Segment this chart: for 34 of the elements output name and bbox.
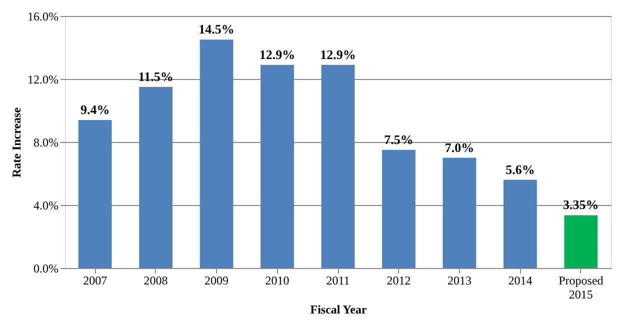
bar	[321, 64, 355, 268]
bar	[139, 86, 172, 268]
y-tick-label: 4.0%	[34, 198, 58, 212]
x-axis-title: Fiscal Year	[310, 302, 368, 316]
x-tick-label: 2011	[326, 274, 350, 288]
bar	[382, 150, 416, 268]
x-tick-label: 2012	[386, 274, 411, 288]
data-label: 9.4%	[80, 102, 110, 117]
data-label: 3.35%	[563, 197, 599, 212]
x-tick-label: 2009	[204, 274, 229, 288]
data-label: 7.0%	[444, 140, 474, 155]
y-tick-label: 8.0%	[34, 136, 58, 150]
bar	[260, 64, 294, 268]
bar	[504, 180, 537, 268]
bar	[564, 215, 598, 268]
bar	[78, 120, 112, 268]
data-label: 12.9%	[320, 46, 356, 62]
y-tick-label: 0.0%	[34, 262, 58, 276]
y-axis-title: Rate Increase	[10, 106, 24, 178]
y-tick-label: 16.0%	[28, 10, 58, 24]
data-label: 14.5%	[198, 22, 234, 37]
data-label: 7.5%	[384, 132, 414, 147]
data-label: 12.9%	[259, 46, 296, 62]
x-tick-label: 2007	[83, 274, 108, 288]
y-tick-label: 12.0%	[28, 72, 58, 86]
x-tick-label: Proposed 2015	[558, 274, 604, 302]
data-label: 5.6%	[506, 162, 535, 177]
x-tick-label: 2010	[265, 274, 290, 288]
bar	[200, 40, 234, 268]
x-tick-label: 2014	[508, 274, 532, 288]
data-label: 11.5%	[138, 68, 174, 84]
x-tick-label: 2013	[447, 274, 472, 288]
x-tick-label: 2008	[144, 274, 168, 288]
bar	[442, 158, 476, 268]
